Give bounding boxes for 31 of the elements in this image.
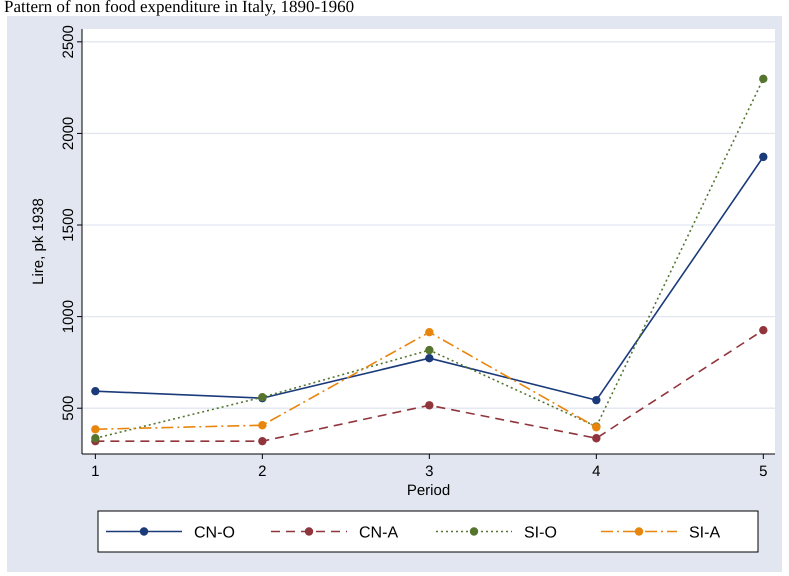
y-tick-label: 500 <box>60 396 77 421</box>
point <box>592 434 601 442</box>
point <box>91 434 100 442</box>
x-tick-label: 3 <box>425 463 434 480</box>
x-tick-label: 5 <box>759 463 768 480</box>
point <box>759 74 768 84</box>
x-tick-label: 1 <box>91 463 100 480</box>
point <box>258 436 267 446</box>
y-tick-label: 1500 <box>60 208 77 242</box>
point <box>91 386 100 396</box>
x-tick-label: 2 <box>258 463 267 480</box>
legend-label: SI-A <box>689 524 720 542</box>
x-tick-label: 4 <box>592 463 600 480</box>
legend-label: CN-O <box>194 524 235 542</box>
legend-label: SI-O <box>524 524 557 542</box>
point <box>425 401 434 410</box>
point <box>91 425 100 434</box>
point <box>592 396 601 404</box>
legend-label: CN-A <box>359 524 398 542</box>
chart-title: Pattern of non food expenditure in Italy, 1890-1960 <box>4 0 354 16</box>
x-axis-title: Period <box>406 482 450 499</box>
point <box>425 328 434 336</box>
y-tick-label: 2000 <box>60 116 77 150</box>
point <box>425 346 434 354</box>
y-tick-label: 2500 <box>60 25 77 59</box>
point <box>759 152 768 162</box>
point <box>759 326 768 334</box>
point <box>258 421 267 430</box>
point <box>425 354 434 362</box>
y-axis-title: Lire, pk 1938 <box>30 198 47 285</box>
y-tick-label: 1000 <box>60 300 77 334</box>
